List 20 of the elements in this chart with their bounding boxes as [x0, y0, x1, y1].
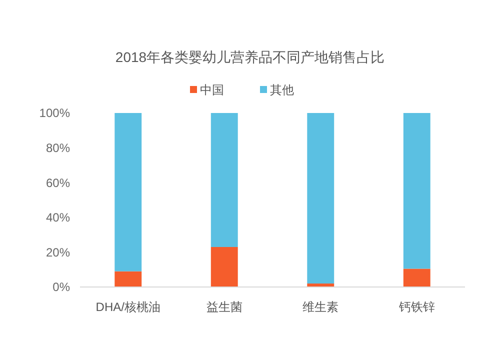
bar [403, 268, 430, 287]
bar [210, 113, 238, 247]
y-tick-label: 0% [52, 280, 70, 294]
y-tick-label: 20% [46, 245, 70, 260]
y-tick-label: 40% [46, 210, 70, 225]
bar [114, 271, 142, 287]
x-tick-label: DHA/核桃油 [96, 300, 160, 314]
bar [403, 113, 430, 269]
x-tick-label: 益生菌 [206, 300, 242, 314]
bar [307, 113, 334, 284]
bar [210, 246, 238, 287]
y-tick-label: 60% [46, 176, 70, 190]
legend-label: 中国 [200, 83, 224, 98]
bar [114, 113, 142, 272]
legend-label: 其他 [270, 83, 294, 98]
x-tick-label: 维生素 [302, 300, 339, 314]
y-tick-label: 80% [46, 141, 70, 155]
x-tick-label: 钙铁锌 [398, 300, 435, 314]
y-tick-label: 100% [39, 106, 70, 120]
chart-title: 2018年各类婴幼儿营养品不同产地销售占比 [115, 49, 385, 65]
